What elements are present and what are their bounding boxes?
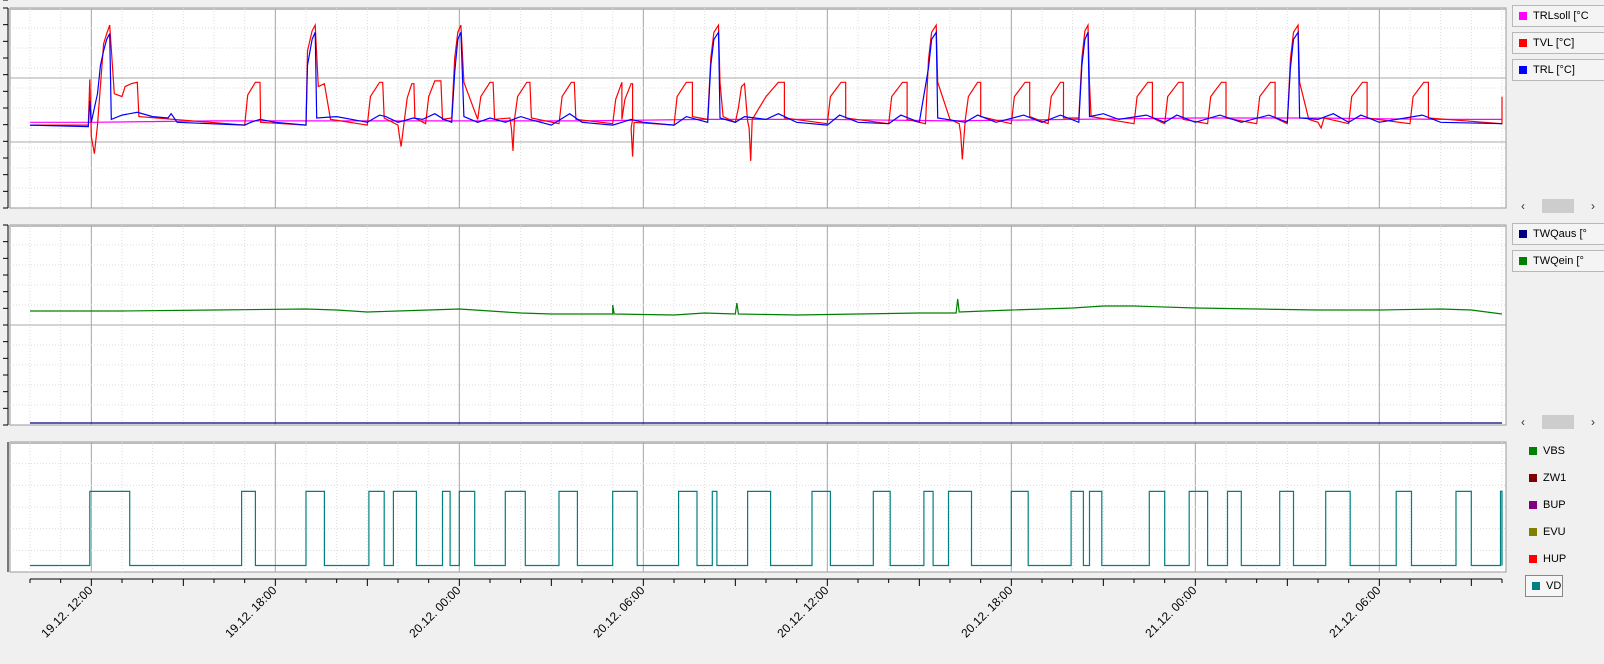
legend-item-evu[interactable]: EVU <box>1512 521 1604 543</box>
series-line-vd1 <box>30 490 1503 567</box>
legend-label: EVU <box>1543 526 1566 538</box>
x-tick-label: 20.12. 06:00 <box>590 583 647 640</box>
legend-swatch <box>1529 474 1537 482</box>
scroll-right-icon[interactable]: › <box>1591 199 1595 213</box>
series-line-twqein <box>30 298 1503 316</box>
legend-item-zw1[interactable]: ZW1 <box>1512 467 1604 489</box>
legend-scrollbar-panel-1[interactable]: ‹ › <box>1512 198 1604 214</box>
legend-panel-3: VBS ZW1 BUP EVU HUP VD1 <box>1512 440 1604 602</box>
legend-label: HUP <box>1543 553 1567 565</box>
legend-swatch <box>1519 230 1527 238</box>
legend-item-twqein[interactable]: TWQein [° <box>1512 250 1604 272</box>
legend-label: VBS <box>1543 445 1566 457</box>
x-tick-label: 21.12. 06:00 <box>1326 583 1383 640</box>
legend-swatch <box>1529 528 1537 536</box>
legend-swatch <box>1529 447 1537 455</box>
x-tick-label: 19.12. 18:00 <box>222 583 279 640</box>
legend-label: ZW1 <box>1543 472 1567 484</box>
legend-swatch <box>1519 257 1527 265</box>
scroll-left-icon[interactable]: ‹ <box>1521 415 1525 429</box>
legend-swatch <box>1519 39 1527 47</box>
legend-swatch <box>1529 501 1537 509</box>
legend-scrollbar-panel-2[interactable]: ‹ › <box>1512 414 1604 430</box>
x-tick-label: 21.12. 00:00 <box>1142 583 1199 640</box>
legend-item-hup[interactable]: HUP <box>1512 548 1604 570</box>
legend-item-vd1[interactable]: VD1 <box>1525 575 1563 597</box>
legend-label: BUP <box>1543 499 1566 511</box>
x-tick-label: 20.12. 00:00 <box>406 583 463 640</box>
legend-item-vbs[interactable]: VBS <box>1512 440 1604 462</box>
legend-panel-2: TWQaus [° TWQein [° <box>1512 223 1604 277</box>
scroll-thumb[interactable] <box>1542 415 1574 429</box>
scroll-thumb[interactable] <box>1542 199 1574 213</box>
legend-label: TRLsoll [°C <box>1533 10 1589 22</box>
series-line-trlc <box>29 30 1503 128</box>
scroll-right-icon[interactable]: › <box>1591 415 1595 429</box>
legend-label: TWQein [° <box>1533 255 1584 267</box>
legend-item-trlsoll[interactable]: TRLsoll [°C <box>1512 5 1604 27</box>
legend-item-trl[interactable]: TRL [°C] <box>1512 59 1604 81</box>
scroll-left-icon[interactable]: ‹ <box>1521 199 1525 213</box>
legend-label: TVL [°C] <box>1533 37 1575 49</box>
series-line-tvlc <box>30 22 1503 161</box>
legend-label: TRL [°C] <box>1533 64 1575 76</box>
x-tick-label: 20.12. 12:00 <box>774 583 831 640</box>
legend-item-twqaus[interactable]: TWQaus [° <box>1512 223 1604 245</box>
legend-swatch <box>1519 12 1527 20</box>
legend-item-bup[interactable]: BUP <box>1512 494 1604 516</box>
legend-swatch <box>1519 66 1527 74</box>
legend-panel-1: TRLsoll [°C TVL [°C] TRL [°C] <box>1512 5 1604 86</box>
legend-label: VD1 <box>1546 580 1562 592</box>
legend-swatch <box>1532 582 1540 590</box>
legend-item-tvl[interactable]: TVL [°C] <box>1512 32 1604 54</box>
legend-swatch <box>1529 555 1537 563</box>
legend-label: TWQaus [° <box>1533 228 1587 240</box>
x-tick-label: 19.12. 12:00 <box>38 583 95 640</box>
x-tick-label: 20.12. 18:00 <box>958 583 1015 640</box>
